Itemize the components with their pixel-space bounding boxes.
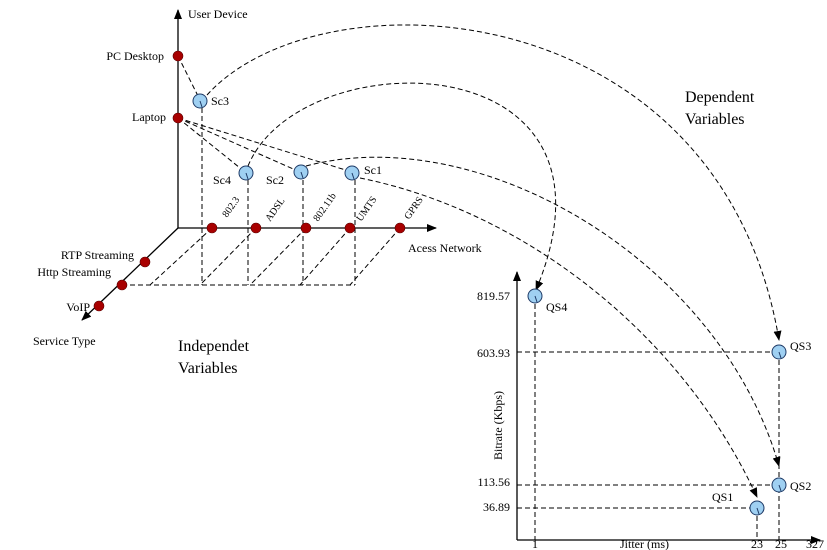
jitter-axis-label: Jitter (ms)	[620, 537, 669, 550]
arrow-sc1-to-qs1	[359, 177, 758, 498]
point-qs3: QS3	[771, 339, 811, 360]
dot-802-3	[206, 222, 218, 234]
x-tick-23: 23	[751, 537, 763, 550]
y-tick-113-56: 113.56	[477, 475, 510, 489]
arrow-sc4-to-qs4	[247, 82, 557, 291]
point-label-qs4: QS4	[546, 300, 567, 314]
dot-gprs	[394, 222, 406, 234]
dot-http-streaming	[116, 279, 128, 291]
y-tick-36-89: 36.89	[483, 500, 510, 514]
scenario-label-sc1: Sc1	[364, 163, 382, 177]
result-chart: Bitrate (Kbps) Jitter (ms) 819.57 603.93…	[477, 271, 824, 550]
point-label-qs2: QS2	[790, 479, 811, 493]
dot-laptop	[172, 112, 184, 124]
dependent-label-line2: Variables	[685, 111, 745, 128]
point-label-qs3: QS3	[790, 339, 811, 353]
bitrate-axis-label: Bitrate (Kbps)	[491, 391, 505, 460]
device-label-laptop: Laptop	[132, 110, 166, 124]
mapping-arrows	[206, 24, 782, 498]
dot-802-11b	[300, 222, 312, 234]
dot-voip	[93, 300, 105, 312]
service-label-voip: VoIP	[66, 300, 90, 314]
y-tick-819-57: 819.57	[477, 289, 510, 303]
x-tick-25: 25	[775, 537, 787, 550]
arrow-sc2-to-qs2	[305, 156, 781, 467]
network-label-802-3: 802.3	[220, 195, 242, 220]
point-qs4: QS4	[527, 288, 567, 314]
projection-lines	[122, 55, 401, 286]
x-tick-1: 1	[532, 537, 538, 550]
device-label-pc-desktop: PC Desktop	[106, 49, 164, 63]
independent-label-line1: Independet	[178, 338, 250, 355]
user-device-axis-label: User Device	[188, 7, 248, 21]
service-label-http-streaming: Http Streaming	[37, 265, 111, 279]
network-label-gprs: GPRS	[402, 195, 425, 222]
x-tick-327: 327	[806, 537, 824, 550]
point-qs1: QS1	[712, 490, 765, 516]
service-label-rtp-streaming: RTP Streaming	[61, 248, 134, 262]
dot-adsl	[250, 222, 262, 234]
network-label-umts: UMTS	[354, 195, 379, 224]
network-label-802-11b: 802.11b	[311, 191, 338, 224]
dot-umts	[344, 222, 356, 234]
scenario-label-sc3: Sc3	[211, 94, 229, 108]
service-type-axis-label: Service Type	[33, 334, 96, 348]
y-tick-603-93: 603.93	[477, 346, 510, 360]
network-label-adsl: ADSL	[263, 196, 287, 224]
dependent-label-line1: Dependent	[685, 89, 755, 106]
dot-rtp-streaming	[139, 256, 151, 268]
scenario-label-sc4: Sc4	[213, 173, 231, 187]
point-qs2: QS2	[771, 477, 811, 493]
scenario-sc1: Sc1	[344, 163, 382, 181]
scenario-sc4: Sc4	[213, 165, 254, 187]
access-network-axis-label: Acess Network	[408, 241, 482, 255]
dot-pc-desktop	[172, 50, 184, 62]
scenario-sc2: Sc2	[266, 164, 309, 187]
independent-label-line2: Variables	[178, 360, 238, 377]
scenario-label-sc2: Sc2	[266, 173, 284, 187]
point-label-qs1: QS1	[712, 490, 733, 504]
scenario-sc3: Sc3	[192, 93, 229, 109]
arrow-sc3-to-qs3	[206, 24, 782, 341]
